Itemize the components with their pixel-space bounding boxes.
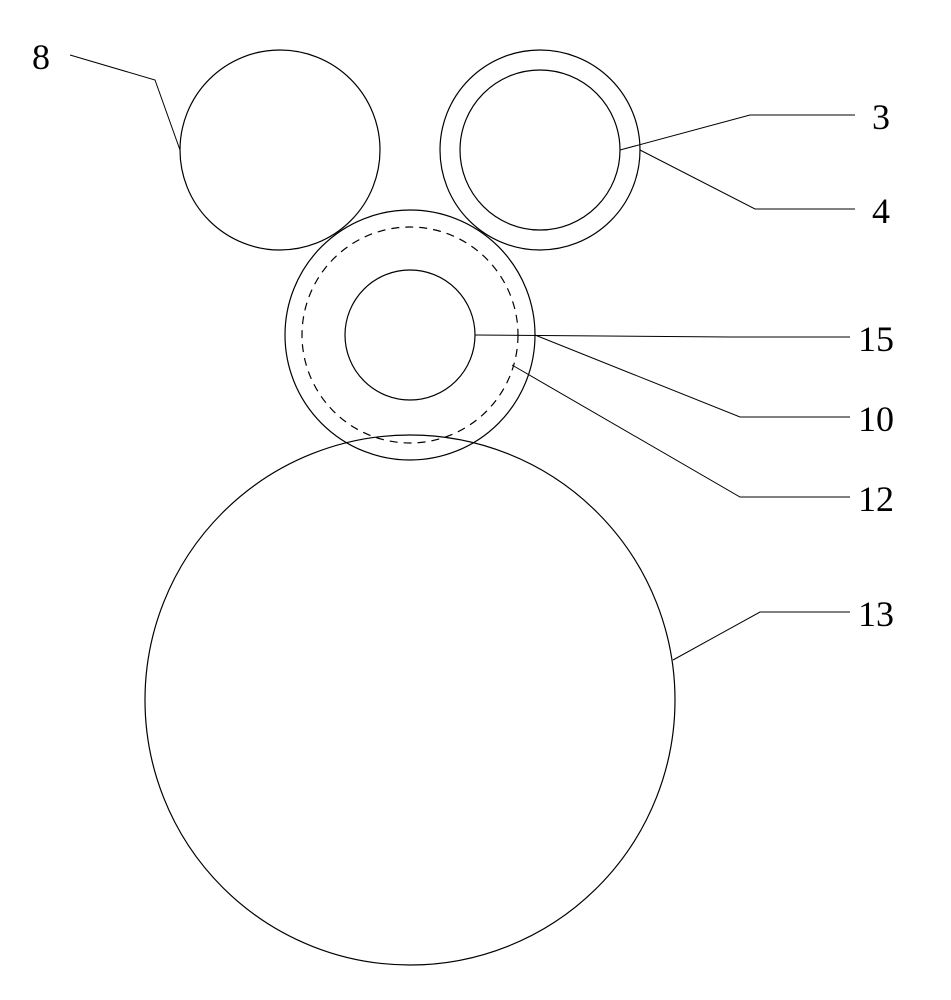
circle-8 bbox=[180, 50, 380, 250]
label-13: 13 bbox=[858, 593, 894, 635]
label-3: 3 bbox=[872, 96, 890, 138]
leader-10 bbox=[535, 335, 850, 417]
label-10: 10 bbox=[858, 398, 894, 440]
diagram-svg bbox=[0, 0, 951, 1000]
label-4: 4 bbox=[872, 190, 890, 232]
circle-15 bbox=[345, 270, 475, 400]
circle-3 bbox=[460, 70, 620, 230]
leader-4 bbox=[640, 150, 855, 209]
circle-13 bbox=[145, 435, 675, 965]
circle-4 bbox=[440, 50, 640, 250]
leader-8 bbox=[70, 55, 180, 150]
leader-13 bbox=[673, 612, 850, 660]
label-12: 12 bbox=[858, 478, 894, 520]
label-15: 15 bbox=[858, 318, 894, 360]
leader-15 bbox=[475, 335, 850, 337]
label-8: 8 bbox=[32, 36, 50, 78]
leader-12 bbox=[512, 365, 850, 497]
leader-3 bbox=[620, 115, 855, 150]
